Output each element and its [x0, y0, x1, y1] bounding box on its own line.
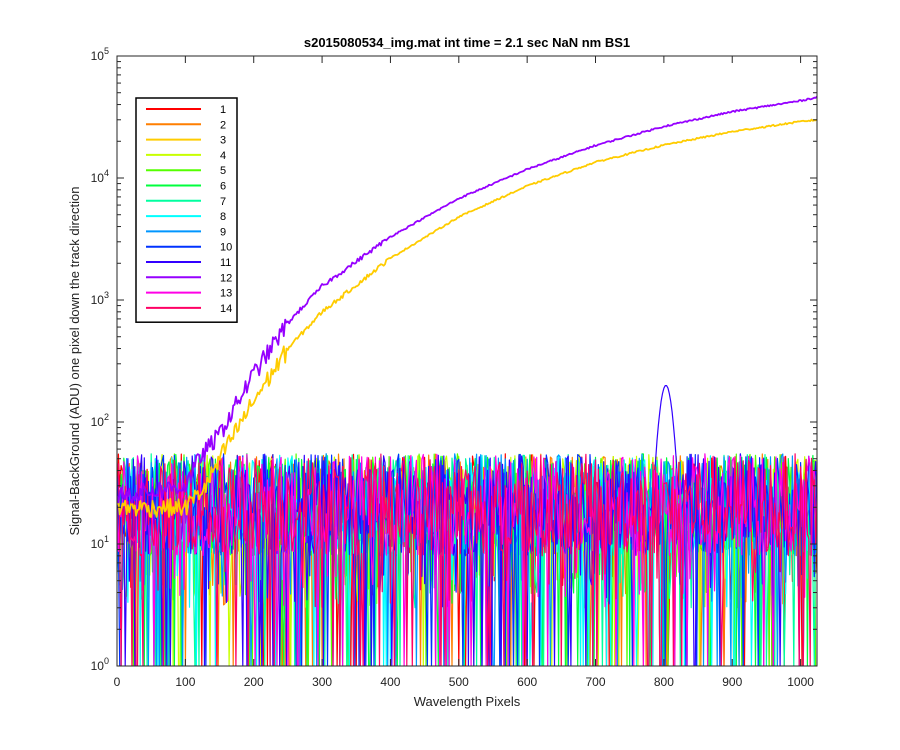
- y-tick-base: 10: [91, 659, 105, 673]
- legend-label-11: 11: [220, 257, 231, 269]
- legend-label-8: 8: [220, 211, 226, 223]
- y-tick-base: 10: [91, 415, 105, 429]
- x-tick-label: 800: [654, 675, 674, 689]
- legend-label-14: 14: [220, 303, 232, 315]
- x-tick-label: 400: [380, 675, 400, 689]
- y-tick-label: 103: [91, 290, 109, 307]
- x-tick-label: 700: [586, 675, 606, 689]
- y-tick-base: 10: [91, 537, 105, 551]
- x-axis: 0 100 200 300 400 500 600 700 800 900 1000: [114, 56, 814, 689]
- series-line-3: [117, 118, 817, 518]
- legend-label-4: 4: [220, 150, 226, 162]
- x-axis-label: Wavelength Pixels: [414, 694, 521, 709]
- legend-label-9: 9: [220, 226, 226, 238]
- legend-label-2: 2: [220, 119, 226, 131]
- plot-frame: [116, 55, 818, 667]
- y-tick-label: 105: [91, 46, 109, 63]
- legend-label-10: 10: [220, 242, 232, 254]
- y-tick-exponent: 1: [104, 534, 109, 544]
- legend-label-3: 3: [220, 135, 226, 147]
- chart-title: s2015080534_img.mat int time = 2.1 sec N…: [304, 35, 630, 50]
- legend-label-7: 7: [220, 196, 226, 208]
- y-axis-label: Signal-BackGround (ADU) one pixel down t…: [67, 186, 82, 535]
- y-tick-exponent: 4: [104, 168, 109, 178]
- x-tick-label: 100: [175, 675, 195, 689]
- series-line-12: [117, 95, 817, 504]
- y-tick-base: 10: [91, 293, 105, 307]
- legend-label-12: 12: [220, 272, 232, 284]
- y-tick-base: 10: [91, 171, 105, 185]
- y-tick-label: 100: [91, 656, 109, 673]
- y-tick-base: 10: [91, 49, 105, 63]
- y-tick-exponent: 2: [104, 412, 109, 422]
- y-tick-label: 104: [91, 168, 109, 185]
- x-tick-label: 1000: [787, 675, 814, 689]
- legend-label-1: 1: [220, 104, 226, 116]
- y-tick-label: 102: [91, 412, 109, 429]
- y-tick-exponent: 5: [104, 46, 109, 56]
- legend-label-5: 5: [220, 165, 226, 177]
- x-tick-label: 900: [722, 675, 742, 689]
- y-tick-exponent: 3: [104, 290, 109, 300]
- series-line-14: [117, 453, 817, 666]
- x-tick-label: 0: [114, 675, 121, 689]
- y-tick-label: 101: [91, 534, 109, 551]
- x-tick-label: 500: [449, 675, 469, 689]
- legend-box: [135, 97, 238, 323]
- legend-label-6: 6: [220, 181, 226, 193]
- x-tick-label: 300: [312, 675, 332, 689]
- x-tick-label: 600: [517, 675, 537, 689]
- y-tick-exponent: 0: [104, 656, 109, 666]
- series-layer: [117, 95, 817, 666]
- legend-label-13: 13: [220, 288, 232, 300]
- x-tick-label: 200: [244, 675, 264, 689]
